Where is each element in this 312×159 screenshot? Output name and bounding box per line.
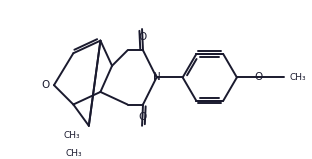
Text: O: O: [41, 80, 49, 90]
Text: O: O: [138, 32, 146, 42]
Text: O: O: [254, 72, 262, 82]
Text: CH₃: CH₃: [289, 73, 306, 82]
Text: CH₃: CH₃: [65, 149, 82, 158]
Text: N: N: [153, 72, 160, 82]
Text: O: O: [138, 112, 146, 122]
Text: CH₃: CH₃: [63, 131, 80, 140]
